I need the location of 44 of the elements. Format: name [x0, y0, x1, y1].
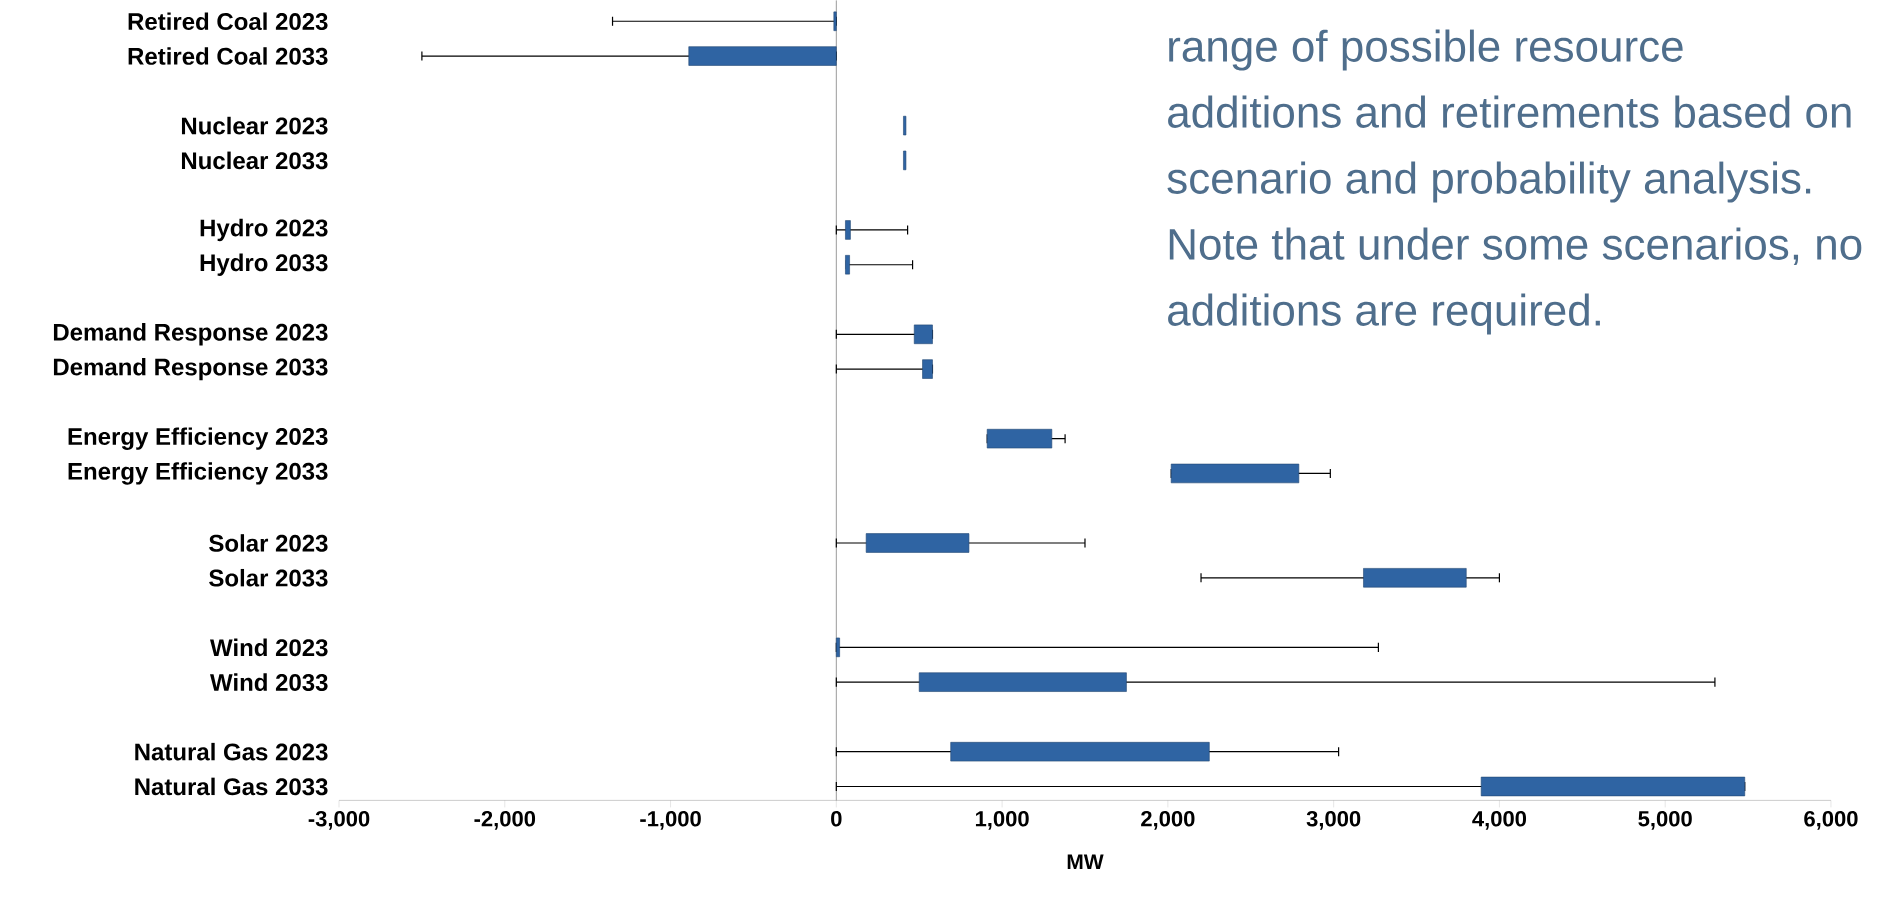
x-tick-label: -3,000 [308, 810, 370, 830]
y-tick-label: Nuclear 2023 [181, 116, 328, 135]
bar [986, 428, 1053, 449]
bar [1170, 463, 1300, 483]
x-tick-label: -2,000 [474, 810, 536, 830]
x-tick-label: 2,000 [1141, 810, 1195, 830]
annotation: range of possible resource additions and retirements based on scenario and probability analysis. Note that under some scenarios, no additions are required. [1167, 29, 1862, 335]
x-tick-label: 3,000 [1306, 810, 1361, 830]
bar [918, 672, 1127, 692]
y-tick-label: Solar 2033 [209, 568, 328, 587]
y-tick-label: Energy Efficiency 2033 [68, 462, 328, 485]
y-tick-label: Solar 2023 [209, 533, 328, 552]
y-tick-label: Hydro 2033 [200, 253, 328, 276]
x-axis-title: MW [1067, 854, 1104, 869]
y-tick-label: Natural Gas 2023 [135, 742, 328, 761]
bar [922, 359, 933, 379]
y-tick-label: Wind 2033 [210, 673, 328, 691]
y-tick-label: Wind 2023 [210, 638, 328, 656]
bar [903, 115, 907, 136]
y-tick-label: Natural Gas 2033 [135, 777, 328, 796]
bar [865, 533, 970, 553]
bar [845, 220, 851, 240]
bar [845, 254, 850, 275]
y-tick-label: Hydro 2023 [200, 218, 328, 241]
y-tick-label: Nuclear 2033 [181, 151, 328, 170]
bar [833, 11, 837, 31]
y-tick-label: Demand Response 2023 [53, 322, 328, 346]
x-tick-label: 5,000 [1638, 810, 1692, 830]
x-tick-label: 4,000 [1472, 810, 1527, 830]
bar [913, 324, 933, 344]
bar [1480, 776, 1746, 796]
bar [1363, 567, 1467, 588]
bar [903, 150, 907, 170]
bar [836, 637, 840, 657]
x-tick-label: -1,000 [640, 810, 701, 830]
y-tick-label: Energy Efficiency 2023 [68, 427, 328, 450]
y-tick-label: Retired Coal 2033 [128, 47, 328, 65]
bar [950, 741, 1210, 762]
y-tick-label: Demand Response 2033 [53, 357, 328, 381]
x-tick-label: 6,000 [1804, 810, 1858, 830]
x-tick-label: 1,000 [975, 810, 1029, 830]
bar [688, 46, 837, 66]
y-tick-label: Retired Coal 2023 [128, 12, 328, 30]
x-tick-label: 0 [831, 810, 842, 827]
